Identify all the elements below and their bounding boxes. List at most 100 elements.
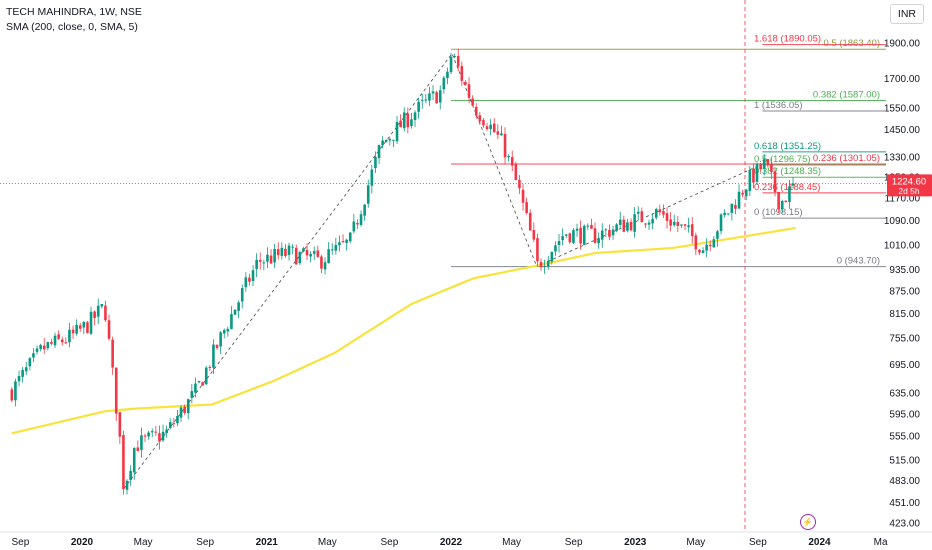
y-tick-label: 483.00 [889, 476, 920, 487]
candle-body [316, 250, 320, 257]
candle-body [32, 353, 35, 358]
candle-body [780, 200, 784, 210]
candle-body [208, 367, 212, 369]
candlestick [593, 222, 597, 244]
candlestick [334, 237, 338, 255]
y-tick-label: 695.00 [889, 360, 920, 371]
candlestick [82, 321, 86, 335]
x-tick-label: 2023 [624, 537, 647, 548]
candle-body [712, 239, 716, 248]
candlestick [305, 243, 309, 261]
candlestick [158, 425, 161, 450]
candle-body [107, 320, 111, 339]
candlestick [406, 107, 410, 134]
candlestick [147, 430, 150, 440]
x-tick-label: May [134, 537, 153, 548]
candle-body [345, 239, 348, 243]
candle-body [352, 221, 356, 232]
candle-body [201, 382, 204, 386]
lightning-icon[interactable]: ⚡ [800, 514, 816, 530]
candlestick [644, 223, 647, 229]
candle-body [669, 219, 672, 226]
candlestick [417, 97, 420, 119]
candle-body [381, 140, 384, 146]
candle-body [633, 214, 636, 232]
candle-body [428, 93, 431, 101]
candlestick [615, 222, 618, 233]
candle-body [471, 98, 474, 106]
candlestick [122, 430, 125, 495]
candlestick [237, 300, 240, 319]
candle-body [359, 214, 363, 225]
x-tick-label: Sep [749, 537, 767, 548]
candlestick [442, 76, 446, 94]
candle-body [53, 335, 57, 346]
candle-body [543, 265, 546, 268]
candlestick [766, 159, 770, 168]
candlesticks [10, 48, 795, 495]
candlestick [759, 163, 762, 173]
candlestick [762, 153, 766, 176]
candle-body [658, 209, 662, 213]
candle-body [298, 252, 302, 264]
candlestick [356, 219, 359, 229]
candlestick [572, 227, 575, 245]
candle-body [287, 245, 291, 255]
candlestick [266, 247, 269, 268]
x-tick-label: 2021 [256, 537, 279, 548]
candle-body [323, 262, 327, 270]
candlestick [597, 232, 600, 249]
candle-body [644, 223, 647, 225]
candlestick [420, 93, 424, 109]
candlestick [39, 343, 42, 352]
candlestick [21, 366, 24, 383]
candle-body [251, 270, 255, 282]
candlestick [716, 229, 719, 247]
y-tick-label: 555.00 [889, 432, 920, 443]
candlestick [64, 337, 68, 345]
fib-level-label: 0.382 (1587.00) [813, 90, 880, 101]
candlestick [136, 440, 140, 452]
indicator-legend[interactable]: SMA (200, close, 0, SMA, 5) [6, 21, 138, 33]
candlestick [244, 272, 248, 292]
candle-body [698, 249, 701, 253]
candlestick [737, 184, 741, 209]
candle-body [485, 126, 489, 130]
candle-body [611, 229, 615, 236]
candlestick [60, 336, 64, 346]
candle-body [687, 225, 690, 228]
candlestick [770, 158, 773, 179]
candle-body [341, 241, 345, 243]
candle-body [784, 200, 788, 203]
candle-body [46, 342, 50, 349]
candle-body [50, 342, 53, 344]
candle-body [327, 249, 330, 264]
candlestick [276, 242, 280, 260]
x-tick-label: May [502, 537, 521, 548]
candle-body [125, 480, 129, 490]
candlestick [341, 234, 345, 244]
candlestick [460, 61, 464, 86]
candle-body [536, 238, 539, 262]
candlestick [302, 246, 305, 253]
candlestick [723, 209, 726, 218]
candlestick [186, 398, 190, 420]
candlestick [226, 326, 230, 337]
candle-body [68, 329, 71, 343]
candle-body [212, 344, 215, 368]
candlestick [579, 220, 582, 250]
candlestick [518, 175, 521, 194]
candlestick [118, 412, 122, 444]
candle-body [532, 230, 536, 240]
candlestick [503, 127, 507, 165]
candlestick [68, 322, 71, 348]
candlestick [269, 249, 273, 265]
candle-body [258, 259, 262, 262]
candlestick [604, 228, 608, 238]
candle-body [554, 245, 557, 252]
candle-body [694, 235, 698, 250]
currency-button[interactable]: INR [889, 4, 924, 24]
candlestick [741, 189, 744, 198]
y-tick-label: 1900.00 [884, 39, 921, 50]
